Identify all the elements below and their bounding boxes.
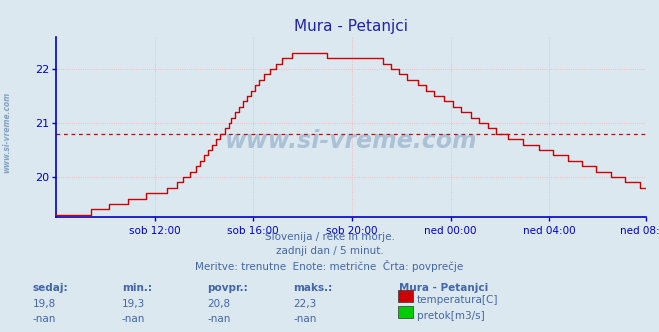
Text: zadnji dan / 5 minut.: zadnji dan / 5 minut.: [275, 246, 384, 256]
Text: Mura - Petanjci: Mura - Petanjci: [399, 283, 488, 293]
Text: Meritve: trenutne  Enote: metrične  Črta: povprečje: Meritve: trenutne Enote: metrične Črta: …: [195, 260, 464, 272]
Text: -nan: -nan: [33, 314, 56, 324]
Text: www.si-vreme.com: www.si-vreme.com: [2, 92, 11, 173]
Text: sedaj:: sedaj:: [33, 283, 69, 293]
Text: min.:: min.:: [122, 283, 152, 293]
Text: temperatura[C]: temperatura[C]: [417, 295, 499, 305]
Text: pretok[m3/s]: pretok[m3/s]: [417, 311, 485, 321]
Text: maks.:: maks.:: [293, 283, 333, 293]
Text: -nan: -nan: [208, 314, 231, 324]
Text: 20,8: 20,8: [208, 299, 231, 309]
Text: povpr.:: povpr.:: [208, 283, 248, 293]
Text: 19,8: 19,8: [33, 299, 56, 309]
Text: Slovenija / reke in morje.: Slovenija / reke in morje.: [264, 232, 395, 242]
Title: Mura - Petanjci: Mura - Petanjci: [294, 19, 408, 34]
Text: -nan: -nan: [293, 314, 316, 324]
Text: www.si-vreme.com: www.si-vreme.com: [225, 129, 477, 153]
Text: -nan: -nan: [122, 314, 145, 324]
Text: 22,3: 22,3: [293, 299, 316, 309]
Text: 19,3: 19,3: [122, 299, 145, 309]
